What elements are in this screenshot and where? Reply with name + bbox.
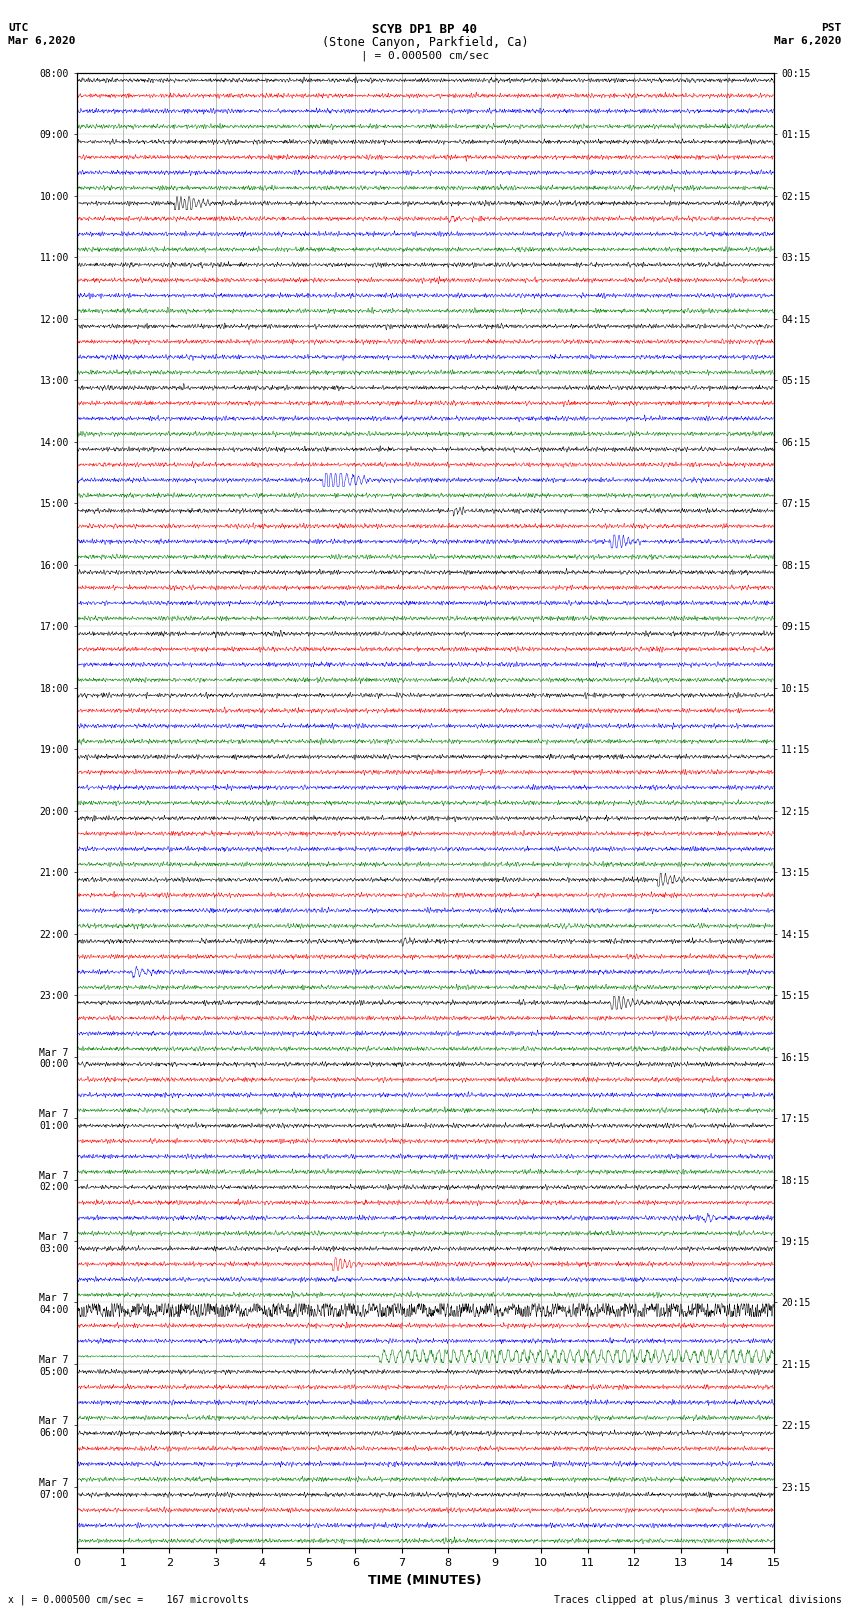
Text: x | = 0.000500 cm/sec =    167 microvolts: x | = 0.000500 cm/sec = 167 microvolts	[8, 1594, 249, 1605]
Text: PST: PST	[821, 23, 842, 32]
Text: SCYB DP1 BP 40: SCYB DP1 BP 40	[372, 23, 478, 37]
X-axis label: TIME (MINUTES): TIME (MINUTES)	[368, 1574, 482, 1587]
Text: Mar 6,2020: Mar 6,2020	[8, 35, 76, 45]
Text: UTC: UTC	[8, 23, 29, 32]
Text: Mar 6,2020: Mar 6,2020	[774, 35, 842, 45]
Text: Traces clipped at plus/minus 3 vertical divisions: Traces clipped at plus/minus 3 vertical …	[553, 1595, 842, 1605]
Text: (Stone Canyon, Parkfield, Ca): (Stone Canyon, Parkfield, Ca)	[321, 35, 529, 50]
Text: | = 0.000500 cm/sec: | = 0.000500 cm/sec	[361, 50, 489, 61]
